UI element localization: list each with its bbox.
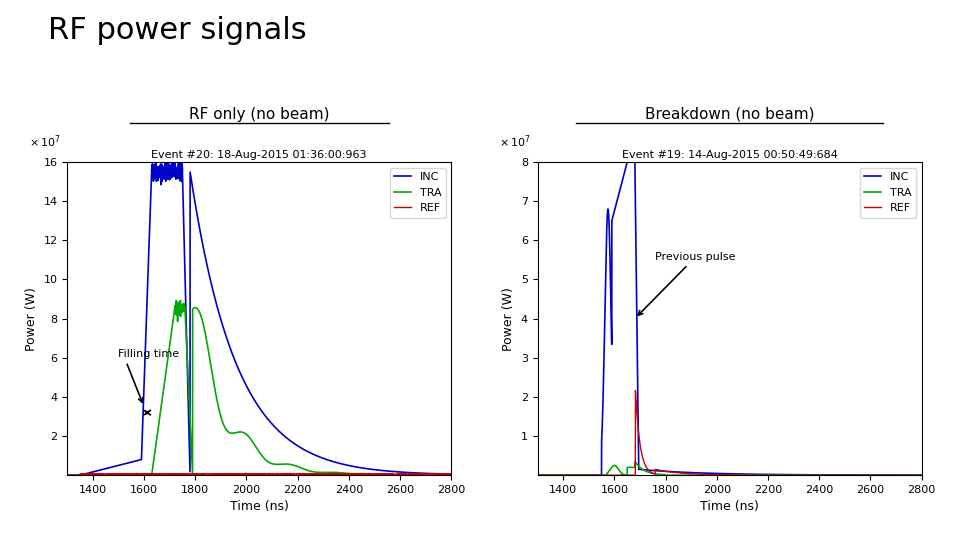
INC (621, 159, 633, 165)
REF (404, 470, 416, 476)
TRA (629, 458, 640, 465)
TRA (209, 384, 221, 390)
REF (208, 471, 220, 478)
INC (438, 471, 449, 477)
REF (61, 472, 73, 478)
INC (106, 464, 117, 470)
INC (173, 150, 184, 156)
Title: Event #19: 14-Aug-2015 00:50:49:684: Event #19: 14-Aug-2015 00:50:49:684 (622, 150, 837, 160)
TRA (696, 472, 708, 478)
INC (576, 472, 588, 478)
Line: REF: REF (538, 390, 922, 475)
REF (576, 472, 588, 478)
TRA (106, 472, 117, 478)
Legend: INC, TRA, REF: INC, TRA, REF (390, 167, 445, 218)
INC (680, 469, 691, 476)
TRA (680, 472, 691, 478)
TRA (226, 430, 237, 436)
Text: Breakdown (no beam): Breakdown (no beam) (645, 106, 814, 122)
Line: REF: REF (67, 473, 451, 475)
INC (908, 472, 920, 478)
REF (438, 471, 449, 477)
TRA (61, 472, 73, 478)
TRA (867, 472, 878, 478)
X-axis label: Time (ns): Time (ns) (229, 501, 289, 514)
INC (532, 472, 543, 478)
TRA (532, 472, 543, 478)
Y-axis label: Power (W): Power (W) (502, 287, 516, 350)
INC (61, 472, 73, 478)
Line: TRA: TRA (67, 300, 451, 475)
Line: INC: INC (67, 153, 451, 475)
REF (867, 472, 878, 478)
TRA (128, 472, 139, 478)
X-axis label: Time (ns): Time (ns) (700, 501, 759, 514)
REF (598, 472, 610, 478)
REF (916, 472, 927, 478)
Text: RF only (no beam): RF only (no beam) (189, 106, 329, 122)
INC (916, 472, 927, 478)
INC (696, 470, 708, 476)
REF (532, 472, 543, 478)
INC (209, 294, 221, 300)
TRA (576, 472, 588, 478)
REF (128, 472, 139, 478)
INC (128, 458, 139, 465)
TRA (396, 472, 408, 478)
TRA (175, 297, 186, 303)
Text: RF power signals: RF power signals (48, 16, 306, 45)
REF (630, 387, 641, 394)
Text: Filling time: Filling time (118, 349, 180, 359)
INC (396, 469, 408, 475)
Text: Previous pulse: Previous pulse (638, 252, 736, 315)
REF (696, 471, 708, 477)
Title: Event #20: 18-Aug-2015 01:36:00:963: Event #20: 18-Aug-2015 01:36:00:963 (152, 150, 367, 160)
Text: $\times\,10^7$: $\times\,10^7$ (499, 133, 531, 150)
INC (445, 472, 457, 478)
REF (106, 471, 117, 477)
Line: TRA: TRA (538, 462, 922, 475)
Text: $\times\,10^7$: $\times\,10^7$ (29, 133, 60, 150)
REF (445, 472, 457, 478)
Legend: INC, TRA, REF: INC, TRA, REF (860, 167, 916, 218)
Y-axis label: Power (W): Power (W) (25, 287, 37, 350)
INC (867, 472, 878, 478)
REF (396, 470, 408, 477)
INC (226, 348, 237, 354)
TRA (445, 472, 457, 478)
REF (908, 472, 920, 478)
REF (226, 471, 237, 477)
TRA (438, 472, 449, 478)
TRA (908, 472, 920, 478)
Line: INC: INC (538, 162, 922, 475)
TRA (916, 472, 927, 478)
INC (598, 345, 610, 352)
REF (680, 470, 691, 477)
TRA (598, 472, 610, 478)
